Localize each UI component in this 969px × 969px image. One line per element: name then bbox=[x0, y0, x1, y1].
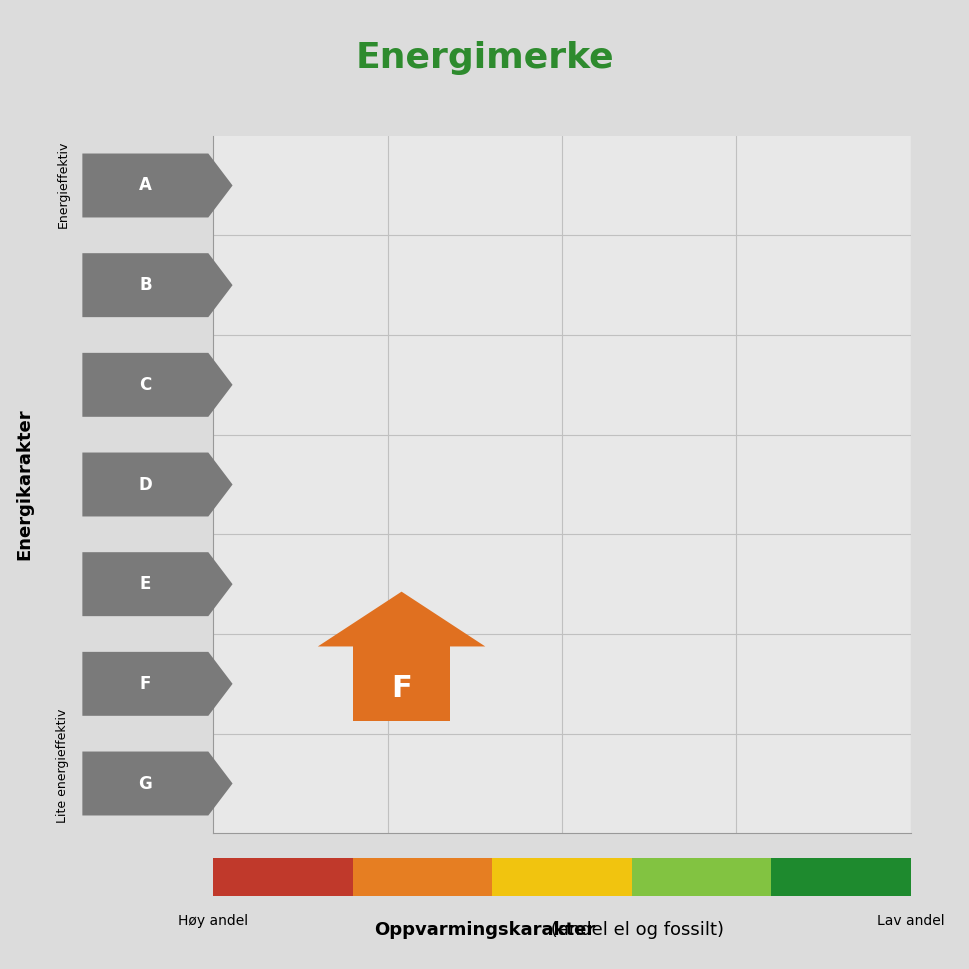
Text: Oppvarmingskarakter: Oppvarmingskarakter bbox=[374, 922, 595, 939]
Text: C: C bbox=[140, 376, 151, 393]
Text: E: E bbox=[140, 576, 151, 593]
Text: Lav andel: Lav andel bbox=[877, 914, 945, 927]
Text: Energimerke: Energimerke bbox=[356, 41, 613, 76]
Text: G: G bbox=[139, 774, 152, 793]
Text: (andel el og fossilt): (andel el og fossilt) bbox=[546, 922, 724, 939]
Text: B: B bbox=[139, 276, 152, 295]
Text: Energikarakter: Energikarakter bbox=[16, 409, 33, 560]
Text: Høy andel: Høy andel bbox=[178, 914, 248, 927]
Text: F: F bbox=[140, 674, 151, 693]
Text: Lite energieffektiv: Lite energieffektiv bbox=[56, 708, 70, 823]
Text: A: A bbox=[139, 176, 152, 195]
Text: Energieffektiv: Energieffektiv bbox=[56, 141, 70, 228]
Text: D: D bbox=[139, 476, 152, 493]
Text: F: F bbox=[391, 674, 412, 703]
